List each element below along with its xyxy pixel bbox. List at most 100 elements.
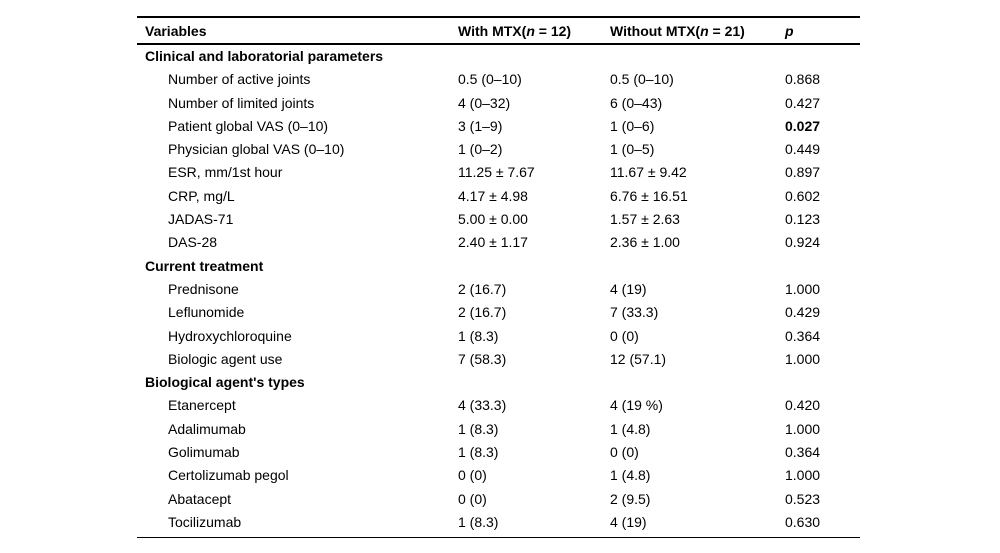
p-value: 0.364 — [785, 444, 821, 461]
with-mtx-value: 4.17 ± 4.98 — [458, 187, 528, 204]
variable-label: Physician global VAS (0–10) — [168, 141, 345, 158]
without-mtx-value: 1.57 ± 2.63 — [610, 211, 680, 228]
with-mtx-value: 0 (0) — [458, 490, 487, 507]
variable-label: Etanercept — [168, 397, 236, 414]
table-row: JADAS-71 5.00 ± 0.00 1.57 ± 2.63 0.123 — [137, 208, 860, 231]
without-mtx-value — [610, 255, 785, 278]
with-mtx-value: 0.5 (0–10) — [458, 71, 522, 88]
table-header-row: Variables With MTX(n = 12) Without MTX(n… — [137, 16, 860, 45]
table-row: Number of active joints 0.5 (0–10) 0.5 (0–… — [137, 68, 860, 91]
without-mtx-value: 4 (19 %) — [610, 397, 663, 414]
p-value: 0.897 — [785, 164, 821, 181]
header-n-symbol: n — [526, 22, 535, 39]
without-mtx-value: 6.76 ± 16.51 — [610, 187, 688, 204]
without-mtx-value: 2.36 ± 1.00 — [610, 234, 680, 251]
section-header-row: Biological agent's types — [137, 371, 860, 394]
with-mtx-value: 1 (0–2) — [458, 141, 503, 158]
with-mtx-value: 1 (8.3) — [458, 513, 499, 530]
table-row: Physician global VAS (0–10) 1 (0–2) 1 (0–5… — [137, 138, 860, 161]
without-mtx-value: 2 (9.5) — [610, 490, 651, 507]
without-mtx-value — [610, 371, 785, 394]
p-value: 0.523 — [785, 490, 821, 507]
p-value: 0.868 — [785, 71, 821, 88]
with-mtx-value: 4 (0–32) — [458, 94, 511, 111]
table-row: DAS-28 2.40 ± 1.17 2.36 ± 1.00 0.924 — [137, 231, 860, 254]
p-value: 1.000 — [785, 420, 821, 437]
without-mtx-value: 1 (0–5) — [610, 141, 655, 158]
table-row: Etanercept 4 (33.3) 4 (19 %) 0.420 — [137, 394, 860, 417]
header-text-pre: Without MTX( — [610, 22, 701, 39]
p-value: 1.000 — [785, 280, 821, 297]
p-value: 0.630 — [785, 513, 821, 530]
table-row: Adalimumab 1 (8.3) 1 (4.8) 1.000 — [137, 418, 860, 441]
p-value — [785, 255, 860, 278]
variable-label: Biologic agent use — [168, 350, 283, 367]
p-value: 0.123 — [785, 211, 821, 228]
without-mtx-value: 1 (0–6) — [610, 117, 655, 134]
with-mtx-value: 2.40 ± 1.17 — [458, 234, 528, 251]
p-value — [785, 45, 860, 68]
variable-label: Leflunomide — [168, 304, 245, 321]
without-mtx-value: 0 (0) — [610, 327, 639, 344]
variable-label: Number of active joints — [168, 71, 311, 88]
without-mtx-value: 4 (19) — [610, 513, 647, 530]
with-mtx-value: 2 (16.7) — [458, 280, 507, 297]
p-value: 0.429 — [785, 304, 821, 321]
p-value: 1.000 — [785, 350, 821, 367]
variable-label: Golimumab — [168, 444, 240, 461]
variable-label: Clinical and laboratorial parameters — [145, 48, 384, 64]
header-n-symbol: n — [700, 22, 709, 39]
table-row: CRP, mg/L 4.17 ± 4.98 6.76 ± 16.51 0.602 — [137, 185, 860, 208]
without-mtx-value — [610, 45, 785, 68]
p-value: 0.449 — [785, 141, 821, 158]
with-mtx-value: 5.00 ± 0.00 — [458, 211, 528, 228]
column-header-p: p — [785, 22, 794, 39]
variable-label: Current treatment — [145, 257, 264, 274]
section-header-row: Clinical and laboratorial parameters — [137, 45, 860, 68]
with-mtx-value: 1 (8.3) — [458, 420, 499, 437]
without-mtx-value: 6 (0–43) — [610, 94, 663, 111]
variable-label: Number of limited joints — [168, 94, 315, 111]
variable-label: Abatacept — [168, 490, 232, 507]
p-value: 0.602 — [785, 187, 821, 204]
column-header-variables: Variables — [145, 22, 207, 39]
variable-label: Adalimumab — [168, 420, 246, 437]
comparison-table: Variables With MTX(n = 12) Without MTX(n… — [137, 16, 860, 539]
with-mtx-value: 4 (33.3) — [458, 397, 507, 414]
without-mtx-value: 1 (4.8) — [610, 420, 651, 437]
variable-label: Hydroxychloroquine — [168, 327, 292, 344]
without-mtx-value: 7 (33.3) — [610, 304, 659, 321]
header-text-post: = 12) — [534, 22, 572, 39]
with-mtx-value: 7 (58.3) — [458, 350, 507, 367]
p-value: 0.924 — [785, 234, 821, 251]
column-header-without-mtx: Without MTX(n = 21) — [610, 23, 785, 39]
variable-label: Certolizumab pegol — [168, 467, 289, 484]
table-row: Leflunomide 2 (16.7) 7 (33.3) 0.429 — [137, 301, 860, 324]
table-row: Biologic agent use 7 (58.3) 12 (57.1) 1.000 — [137, 348, 860, 371]
table-row: Abatacept 0 (0) 2 (9.5) 0.523 — [137, 488, 860, 511]
variable-label: ESR, mm/1st hour — [168, 164, 283, 181]
table-body: Clinical and laboratorial parameters Numb… — [137, 45, 860, 539]
header-text-post: = 21) — [708, 22, 745, 39]
with-mtx-value — [458, 371, 610, 394]
section-header-row: Current treatment — [137, 255, 860, 278]
variable-label: Biological agent's types — [145, 374, 305, 391]
with-mtx-value — [458, 45, 610, 68]
without-mtx-value: 4 (19) — [610, 280, 647, 297]
without-mtx-value: 11.67 ± 9.42 — [610, 164, 687, 181]
p-value — [785, 371, 860, 394]
with-mtx-value: 11.25 ± 7.67 — [458, 164, 535, 181]
variable-label: CRP, mg/L — [168, 187, 235, 204]
without-mtx-value: 0.5 (0–10) — [610, 71, 674, 88]
without-mtx-value: 1 (4.8) — [610, 467, 651, 484]
table-row: Tocilizumab 1 (8.3) 4 (19) 0.630 — [137, 511, 860, 534]
p-value: 0.364 — [785, 327, 821, 344]
table-row: Patient global VAS (0–10) 3 (1–9) 1 (0–6) 0… — [137, 115, 860, 138]
with-mtx-value: 0 (0) — [458, 467, 487, 484]
header-text-pre: With MTX( — [458, 22, 527, 39]
table-row: Number of limited joints 4 (0–32) 6 (0–43)… — [137, 92, 860, 115]
with-mtx-value — [458, 255, 610, 278]
variable-label: JADAS-71 — [168, 211, 234, 228]
p-value: 1.000 — [785, 467, 821, 484]
table-row: Certolizumab pegol 0 (0) 1 (4.8) 1.000 — [137, 464, 860, 487]
